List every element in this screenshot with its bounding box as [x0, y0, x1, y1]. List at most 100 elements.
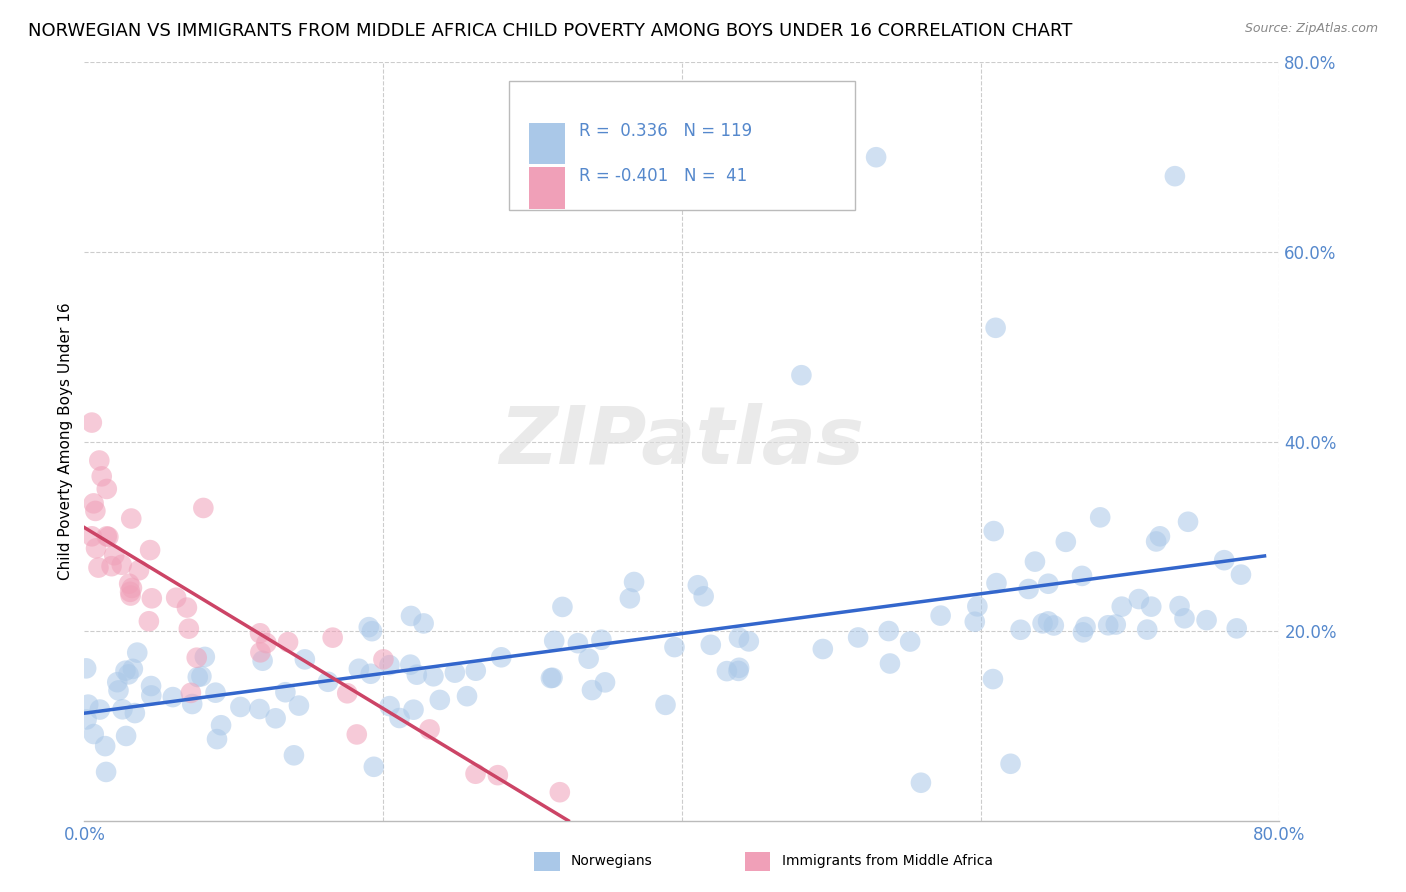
Point — [581, 683, 603, 698]
Point — [811, 642, 834, 657]
Text: R =  0.336   N = 119: R = 0.336 N = 119 — [579, 122, 752, 140]
Point — [249, 626, 271, 640]
Point — [80, 529, 103, 543]
Point — [357, 620, 380, 634]
Point — [1043, 618, 1066, 632]
Point — [89, 702, 111, 716]
Point — [548, 785, 571, 799]
Point — [124, 706, 146, 720]
Point — [128, 563, 150, 577]
Point — [405, 667, 427, 681]
Point — [981, 672, 1004, 686]
Point — [486, 768, 509, 782]
Point — [1000, 756, 1022, 771]
Point — [1111, 599, 1133, 614]
Point — [252, 654, 274, 668]
Point — [120, 511, 142, 525]
Point — [77, 698, 100, 712]
Text: Immigrants from Middle Africa: Immigrants from Middle Africa — [782, 854, 993, 868]
Point — [593, 675, 616, 690]
Point — [111, 558, 134, 572]
Point — [87, 560, 110, 574]
Point — [180, 686, 202, 700]
Point — [229, 700, 252, 714]
Point — [963, 615, 986, 629]
Point — [177, 622, 200, 636]
Text: Norwegians: Norwegians — [571, 854, 652, 868]
Point — [728, 661, 751, 675]
Point — [623, 574, 645, 589]
Point — [879, 657, 901, 671]
Point — [664, 640, 686, 654]
Point — [1010, 623, 1032, 637]
Point — [96, 529, 118, 543]
Point — [1140, 599, 1163, 614]
Point — [165, 591, 187, 605]
Point — [1128, 592, 1150, 607]
Point — [378, 699, 401, 714]
Point — [1149, 529, 1171, 543]
Point — [103, 548, 125, 563]
Point — [316, 674, 339, 689]
Point — [1097, 618, 1119, 632]
Point — [121, 581, 143, 595]
Point — [1136, 623, 1159, 637]
Point — [1036, 615, 1059, 629]
Point — [115, 729, 138, 743]
Point — [378, 658, 401, 673]
Point — [360, 666, 382, 681]
Point — [84, 504, 107, 518]
Point — [716, 664, 738, 678]
Y-axis label: Child Poverty Among Boys Under 16: Child Poverty Among Boys Under 16 — [58, 302, 73, 581]
Point — [1230, 567, 1253, 582]
Point — [727, 664, 749, 678]
Point — [176, 600, 198, 615]
Bar — [529, 168, 565, 209]
Point — [288, 698, 311, 713]
Point — [1144, 534, 1167, 549]
Point — [205, 732, 228, 747]
Point — [1226, 621, 1249, 635]
Point — [138, 614, 160, 628]
Point — [186, 650, 208, 665]
FancyBboxPatch shape — [509, 81, 855, 211]
Point — [204, 686, 226, 700]
Point — [181, 697, 204, 711]
Point — [94, 739, 117, 753]
Point — [399, 609, 422, 624]
Point — [83, 727, 105, 741]
Point — [429, 693, 451, 707]
Point — [118, 576, 141, 591]
Point — [898, 634, 921, 648]
Point — [578, 651, 600, 665]
Point — [117, 667, 139, 681]
Point — [686, 578, 709, 592]
Point — [700, 638, 723, 652]
Point — [1213, 553, 1236, 567]
Point — [107, 683, 129, 698]
Point — [254, 636, 277, 650]
Point — [1074, 620, 1097, 634]
Point — [363, 760, 385, 774]
Point — [1018, 582, 1040, 596]
Point — [728, 631, 751, 645]
Point — [929, 608, 952, 623]
Point — [591, 632, 613, 647]
Point — [139, 543, 162, 558]
Point — [444, 665, 467, 680]
Point — [1173, 611, 1195, 625]
Point — [464, 766, 486, 780]
Point — [567, 636, 589, 650]
Point — [1071, 625, 1094, 640]
Point — [111, 702, 134, 716]
Point — [551, 599, 574, 614]
Point — [790, 368, 813, 383]
Point — [75, 661, 97, 675]
Point — [193, 500, 215, 515]
Point — [692, 589, 714, 603]
Point — [373, 652, 395, 666]
Point — [1105, 617, 1128, 632]
Point — [83, 496, 105, 510]
Point — [209, 718, 232, 732]
Text: ZIPatlas: ZIPatlas — [499, 402, 865, 481]
